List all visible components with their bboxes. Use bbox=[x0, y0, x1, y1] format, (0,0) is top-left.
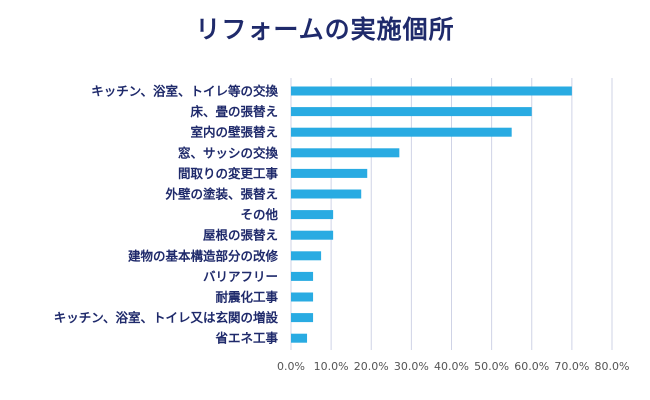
bar bbox=[291, 333, 308, 343]
bar bbox=[291, 230, 334, 240]
category-label: キッチン、浴室、トイレ又は玄関の増設 bbox=[54, 310, 279, 325]
category-label: 間取りの変更工事 bbox=[178, 166, 279, 181]
bar bbox=[291, 148, 400, 158]
x-tick-label: 40.0% bbox=[434, 360, 469, 373]
category-label: バリアフリー bbox=[203, 269, 278, 284]
chart-title: リフォームの実施個所 bbox=[195, 15, 455, 44]
bar bbox=[291, 168, 368, 178]
category-label: 室内の壁張替え bbox=[190, 125, 278, 140]
x-tick-label: 60.0% bbox=[514, 360, 549, 373]
bar bbox=[291, 86, 572, 96]
bar bbox=[291, 127, 512, 137]
category-label: 窓、サッシの交換 bbox=[178, 145, 279, 160]
bar bbox=[291, 292, 314, 302]
category-label: その他 bbox=[240, 207, 278, 222]
bar bbox=[291, 313, 314, 323]
x-tick-label: 20.0% bbox=[354, 360, 389, 373]
category-label: 床、畳の張替え bbox=[190, 104, 278, 119]
x-tick-label: 0.0% bbox=[277, 360, 305, 373]
x-tick-label: 50.0% bbox=[474, 360, 509, 373]
category-label: 外壁の塗装、張替え bbox=[164, 187, 278, 202]
category-label: 耐震化工事 bbox=[215, 290, 278, 305]
category-label: 省エネ工事 bbox=[214, 331, 278, 346]
x-tick-label: 70.0% bbox=[554, 360, 589, 373]
bar bbox=[291, 271, 314, 281]
bar bbox=[291, 251, 322, 261]
x-tick-label: 80.0% bbox=[595, 360, 630, 373]
bar bbox=[291, 189, 362, 199]
category-label: 屋根の張替え bbox=[203, 228, 278, 243]
category-label: キッチン、浴室、トイレ等の交換 bbox=[91, 84, 278, 99]
category-label: 建物の基本構造部分の改修 bbox=[128, 248, 279, 263]
bar bbox=[291, 210, 334, 220]
x-tick-label: 10.0% bbox=[314, 360, 349, 373]
x-tick-label: 30.0% bbox=[394, 360, 429, 373]
bar bbox=[291, 107, 532, 117]
